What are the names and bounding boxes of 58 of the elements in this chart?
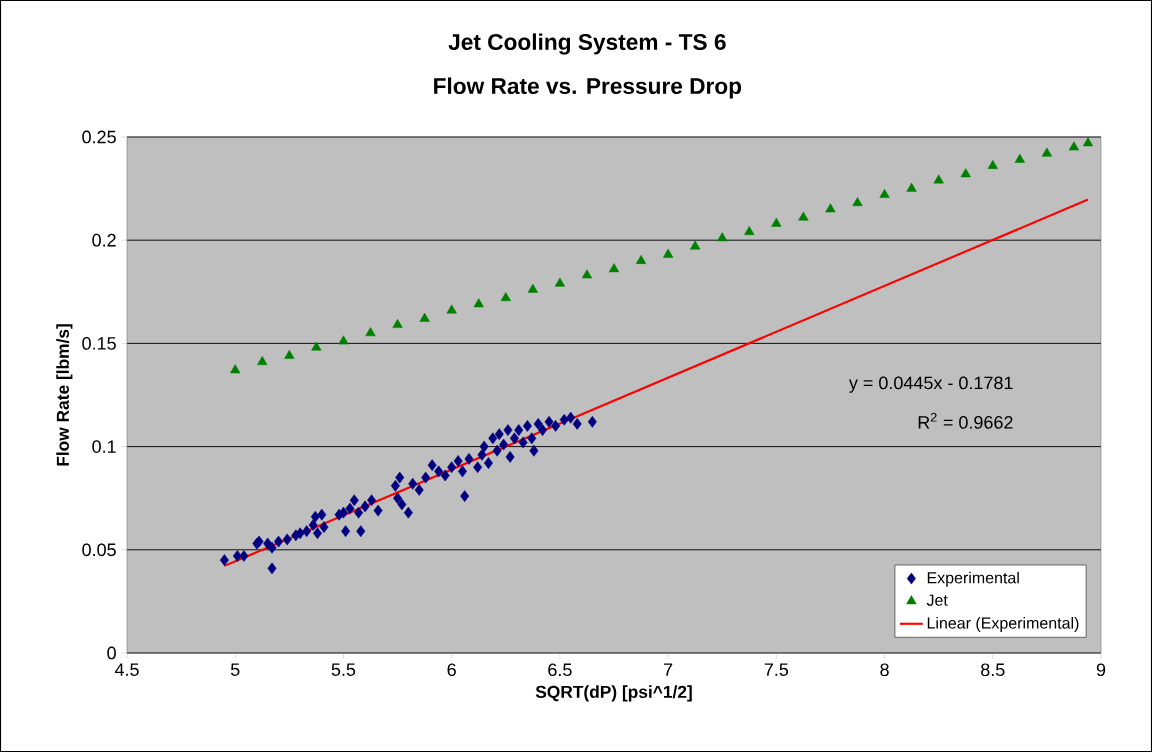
point <box>392 318 403 328</box>
point <box>338 335 349 345</box>
point <box>987 160 998 169</box>
point <box>257 356 268 366</box>
point <box>230 364 241 374</box>
x-tick-label: 7 <box>664 663 673 676</box>
chart-subtitle: Flow Rate vs. Pressure Drop <box>434 77 742 99</box>
legend-label: Linear (Experimental) <box>927 616 1079 632</box>
point <box>500 292 511 302</box>
x-axis-title: SQRT(dP) [psi^1/2] <box>535 685 692 702</box>
y-tick-label: 0 <box>107 646 116 660</box>
point <box>744 226 755 235</box>
point <box>906 182 917 192</box>
point <box>1082 137 1094 147</box>
y-tick-label: 0.25 <box>82 130 116 144</box>
point <box>690 240 701 250</box>
point <box>608 263 620 273</box>
point <box>852 197 863 207</box>
point <box>473 298 484 308</box>
point <box>635 254 647 264</box>
x-tick-label: 8 <box>880 663 889 677</box>
point <box>554 277 566 287</box>
x-tick-label: 4.5 <box>114 663 139 676</box>
annotation: R$^{2}$ = 0.9662 <box>918 412 1013 429</box>
y-axis-title: Flow Rate [lbm/s] <box>56 324 73 466</box>
point <box>960 168 971 178</box>
x-tick-label: 6 <box>447 663 456 677</box>
point <box>284 349 295 359</box>
point <box>1068 141 1080 151</box>
point <box>446 304 457 314</box>
point <box>1041 147 1053 157</box>
annotation: y = 0.0445x - 0.1781 <box>848 376 1013 393</box>
point <box>527 283 538 293</box>
point <box>771 217 782 227</box>
y-tick-label: 0.2 <box>92 233 116 247</box>
x-tick-label: 5.5 <box>331 663 356 676</box>
y-tick-label: 0.15 <box>82 337 116 350</box>
legend-label: Jet <box>926 594 948 606</box>
legend-label: Experimental <box>927 571 1019 587</box>
y-tick-label: 0.1 <box>92 440 116 453</box>
y-tick-label: 0.05 <box>82 543 116 557</box>
point <box>365 327 376 337</box>
point <box>879 188 890 198</box>
point <box>933 174 944 184</box>
point <box>311 341 322 351</box>
point <box>717 232 728 242</box>
x-tick-label: 5 <box>230 663 240 676</box>
x-tick-label: 7.5 <box>764 663 789 676</box>
point <box>1014 153 1025 163</box>
point <box>798 211 809 221</box>
point <box>581 269 593 279</box>
point <box>825 203 836 213</box>
x-tick-label: 9 <box>1096 663 1106 677</box>
point <box>662 248 674 258</box>
point <box>419 312 430 322</box>
chart-title: Jet Cooling System - TS 6 <box>448 33 726 55</box>
x-tick-label: 8.5 <box>981 663 1005 677</box>
x-tick-label: 6.5 <box>548 663 572 677</box>
